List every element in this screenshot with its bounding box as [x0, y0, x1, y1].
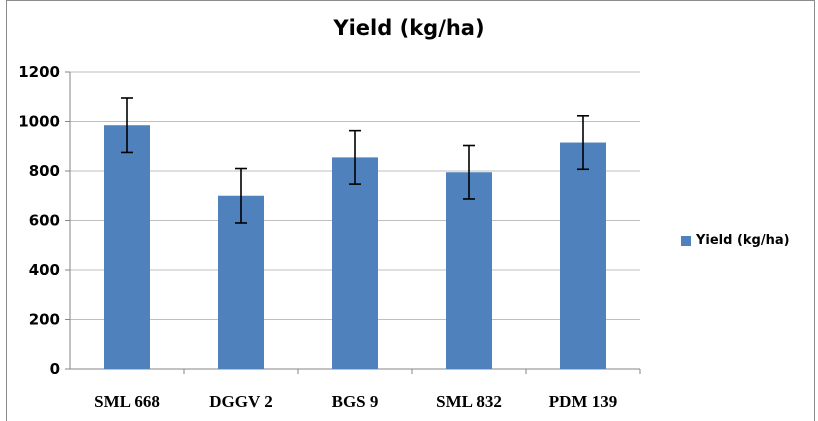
bar — [332, 157, 378, 369]
bar — [560, 142, 606, 369]
bar — [218, 195, 264, 369]
y-tick-label: 600 — [29, 212, 60, 230]
y-tick-label: 0 — [50, 360, 60, 378]
x-tick-label: DGGV 2 — [209, 392, 272, 411]
y-tick-label: 400 — [29, 261, 60, 279]
legend-label: Yield (kg/ha) — [696, 233, 790, 248]
y-tick-label: 1200 — [18, 63, 60, 81]
y-tick-label: 200 — [29, 311, 60, 329]
chart-title: Yield (kg/ha) — [333, 16, 485, 40]
bar — [104, 125, 150, 370]
chart-frame — [6, 0, 815, 421]
legend: Yield (kg/ha) — [681, 233, 790, 248]
x-tick-label: BGS 9 — [332, 392, 379, 411]
bar — [446, 172, 492, 369]
y-tick-label: 1000 — [18, 113, 60, 131]
y-tick-label: 800 — [29, 162, 60, 180]
x-tick-label: SML 832 — [436, 392, 502, 411]
x-tick-label: PDM 139 — [549, 392, 617, 411]
x-tick-label: SML 668 — [94, 392, 160, 411]
legend-swatch — [681, 235, 691, 246]
